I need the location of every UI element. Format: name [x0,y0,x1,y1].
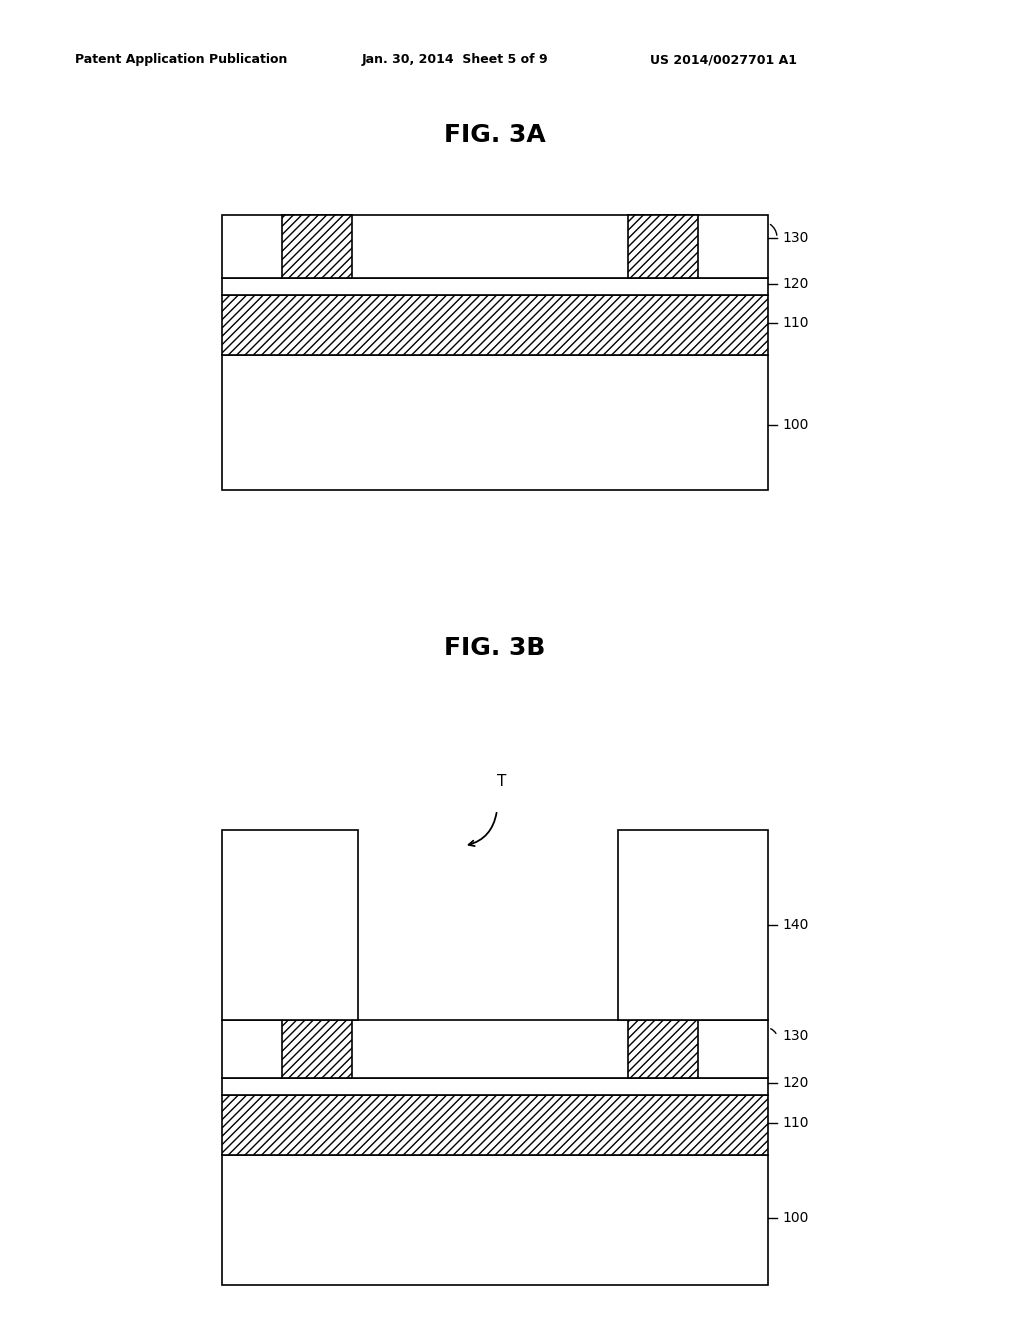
Bar [222,1096,768,1155]
Bar [628,1020,698,1078]
Bar [222,294,768,355]
Text: US 2014/0027701 A1: US 2014/0027701 A1 [650,54,797,66]
Text: 120: 120 [782,277,808,290]
Text: 140: 140 [782,917,808,932]
Bar [222,1078,768,1096]
Text: Jan. 30, 2014  Sheet 5 of 9: Jan. 30, 2014 Sheet 5 of 9 [362,54,549,66]
Text: FIG. 3A: FIG. 3A [444,123,546,147]
Text: FIG. 3B: FIG. 3B [444,636,546,660]
Bar [222,279,768,294]
Bar [222,355,768,490]
Bar [222,215,768,279]
Text: 120: 120 [782,1076,808,1090]
Bar [222,1020,768,1078]
Text: Patent Application Publication: Patent Application Publication [75,54,288,66]
Bar [628,215,698,279]
Bar [282,1020,352,1078]
Text: 130: 130 [782,231,808,246]
Text: T: T [498,775,507,789]
Bar [222,1155,768,1284]
Bar [618,830,768,1020]
Text: 130: 130 [782,1030,808,1043]
Text: 100: 100 [782,418,808,432]
Text: 110: 110 [782,1115,809,1130]
Text: 110: 110 [782,315,809,330]
Text: 100: 100 [782,1210,808,1225]
Bar [222,830,358,1020]
Bar [282,215,352,279]
